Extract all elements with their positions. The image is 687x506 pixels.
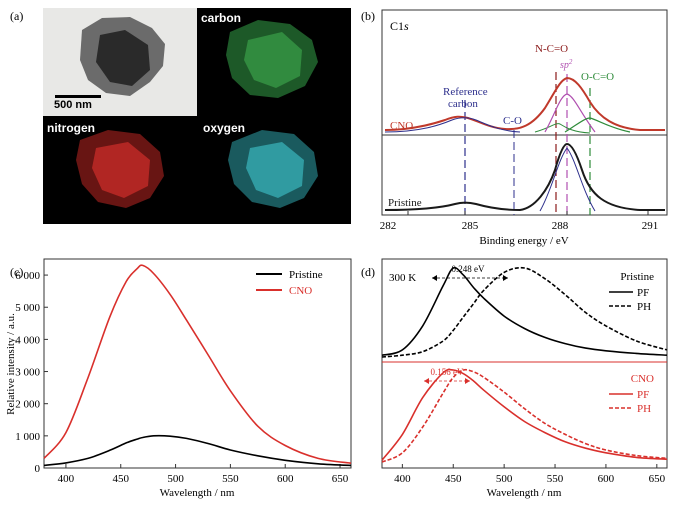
sp2-label: sp2 xyxy=(560,58,573,71)
panel-b-frame xyxy=(381,9,668,216)
top-sample-label: Pristine xyxy=(620,271,654,283)
panel-a: (a) 500 nm carbon nitrogen oxygen xyxy=(10,8,351,224)
nitrogen-map-label: nitrogen xyxy=(47,121,95,135)
carbon-map-label: carbon xyxy=(201,11,241,25)
c-xtick-label: 650 xyxy=(332,473,349,485)
legend-label-pristine: Pristine xyxy=(289,269,323,281)
c-ytick-label: 4 000 xyxy=(15,334,40,346)
scale-bar-label: 500 nm xyxy=(54,99,92,111)
bottom-legend-ph-label: PH xyxy=(637,403,651,415)
panel-d: (d) 400 450 500 550 600 650 300 K 0.248 eV Pr… xyxy=(361,258,668,499)
legend-label-cno: CNO xyxy=(289,285,312,297)
d-xtick-label: 400 xyxy=(394,473,411,485)
panel-b-title: C1s xyxy=(390,19,409,33)
panel-d-axes: 400 450 500 550 600 650 xyxy=(394,464,666,485)
c-yaxis-title: Relative intensity / a.u. xyxy=(5,313,17,415)
bottom-legend-pf-label: PF xyxy=(637,389,649,401)
carbon-particle-core xyxy=(244,32,302,88)
cno-oco-component xyxy=(564,117,631,133)
c-xtick-label: 400 xyxy=(58,473,75,485)
c-xtick-label: 550 xyxy=(222,473,239,485)
cno-curve-label: CNO xyxy=(390,120,413,132)
panel-c-label-text: (c) xyxy=(10,265,23,279)
panel-d-series xyxy=(381,266,668,463)
d-xtick-label: 550 xyxy=(547,473,564,485)
oxygen-map-label: oxygen xyxy=(203,121,245,135)
bottom-gap-arrowheads xyxy=(424,378,470,384)
cno-envelope xyxy=(384,76,665,131)
d-xaxis-title: Wavelength / nm xyxy=(487,487,562,499)
cno-nco-component xyxy=(534,123,591,134)
top-legend-ph-label: PH xyxy=(637,301,651,313)
top-gap-label: 0.248 eV xyxy=(452,264,485,274)
n-c-o-label: N-C=O xyxy=(535,43,568,55)
panel-c-series xyxy=(43,264,352,467)
oxygen-particle-core xyxy=(246,142,304,198)
cno-sp2-component xyxy=(544,93,596,133)
panel-b-xaxis: 282 285 288 291 Binding energy / eV xyxy=(380,211,659,247)
series-line-pristine-ph xyxy=(381,266,668,358)
c-ytick-label: 2 000 xyxy=(15,399,40,411)
series-line-pristine-pf xyxy=(381,266,668,356)
pristine-sp2-component xyxy=(539,147,596,212)
c-ytick-label: 1 000 xyxy=(15,431,40,443)
d-xtick-label: 650 xyxy=(649,473,666,485)
reference-label-line1: Reference xyxy=(443,86,488,98)
pristine-curve-label: Pristine xyxy=(388,197,422,209)
series-line-cno-pf xyxy=(381,368,668,461)
scale-bar xyxy=(55,95,101,98)
reference-label-line2: carbon xyxy=(448,98,478,110)
panel-c-axes: 400 450 500 550 600 650 0 1 000 2 000 3 000 4 000 5… xyxy=(15,270,349,485)
c-ytick-label: 6 000 xyxy=(15,270,40,282)
panel-c-frame xyxy=(43,258,352,469)
panel-d-label: (d) xyxy=(361,265,375,279)
bottom-gap-label: 0.156 eV xyxy=(431,367,464,377)
b-xtick: 285 xyxy=(462,220,479,232)
b-xtick: 282 xyxy=(380,220,397,232)
o-c-o-label: O-C=O xyxy=(581,71,614,83)
b-xtick: 288 xyxy=(552,220,569,232)
pristine-envelope xyxy=(384,142,665,212)
panel-b: (b) C1s CNO Pristine Reference carbon C-… xyxy=(361,9,668,247)
d-xtick-label: 500 xyxy=(496,473,513,485)
series-line-pristine xyxy=(43,434,352,467)
bottom-sample-label: CNO xyxy=(631,373,654,385)
b-xtick: 291 xyxy=(642,220,659,232)
c-xtick-label: 600 xyxy=(277,473,294,485)
d-xtick-label: 450 xyxy=(445,473,462,485)
c-xtick-label: 450 xyxy=(113,473,130,485)
temperature-label: 300 K xyxy=(389,272,416,284)
d-xtick-label: 600 xyxy=(598,473,615,485)
c-ytick-label: 5 000 xyxy=(15,302,40,314)
tem-particle-core xyxy=(96,30,150,86)
panel-d-frame xyxy=(381,258,668,469)
nitrogen-particle-core xyxy=(92,142,150,198)
panel-b-label: (b) xyxy=(361,9,375,23)
c-xtick-label: 500 xyxy=(167,473,184,485)
c-ytick-label: 0 xyxy=(35,463,41,475)
top-legend-pf-label: PF xyxy=(637,287,649,299)
panel-a-label: (a) xyxy=(10,9,23,23)
series-line-cno-ph xyxy=(381,368,668,463)
cno-ref-component xyxy=(384,117,521,133)
c-o-label: C-O xyxy=(503,115,522,127)
series-line-cno xyxy=(43,264,352,464)
c-ytick-label: 3 000 xyxy=(15,367,40,379)
c-xaxis-title: Wavelength / nm xyxy=(160,487,235,499)
b-xaxis-title: Binding energy / eV xyxy=(479,235,568,247)
